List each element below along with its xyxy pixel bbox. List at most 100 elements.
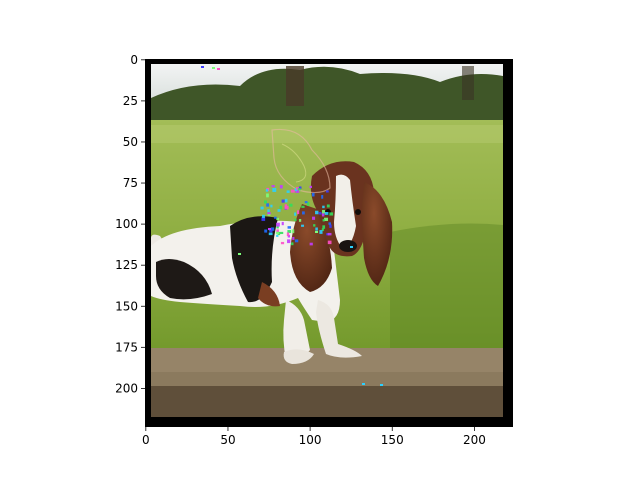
grass-shadow	[390, 223, 503, 350]
noise-speckle	[301, 205, 305, 208]
noise-speckle	[267, 213, 271, 216]
noise-speckle	[276, 217, 279, 221]
grass-band	[151, 125, 503, 143]
noise-speckle	[294, 218, 297, 222]
dog-left-ear	[290, 204, 332, 292]
noise-speckle	[266, 193, 269, 198]
noise-speckle	[238, 253, 241, 255]
tree-line	[151, 66, 503, 128]
noise-speckle	[279, 185, 283, 189]
noise-speckle	[309, 185, 312, 189]
noise-speckle	[315, 231, 318, 233]
noise-speckle	[298, 219, 302, 222]
noise-speckle	[272, 188, 277, 192]
noise-speckle	[326, 204, 330, 208]
noise-speckle	[301, 224, 305, 227]
noise-speckle	[322, 219, 325, 222]
y-tick-label: 150	[115, 299, 138, 313]
noise-speckle	[263, 200, 267, 204]
dog	[151, 161, 393, 364]
y-tick-label: 200	[115, 381, 138, 395]
x-tick-label: 100	[299, 433, 322, 447]
noise-speckle	[284, 205, 289, 210]
noise-speckle	[326, 190, 329, 193]
noise-speckle	[313, 224, 316, 227]
noise-speckle	[266, 203, 270, 207]
noise-speckle	[276, 229, 279, 234]
dog-right-ear	[362, 182, 393, 286]
noise-speckle	[268, 228, 271, 230]
noise-speckle	[297, 188, 301, 191]
noise-speckle	[261, 217, 266, 221]
overlay-speckles	[201, 66, 383, 386]
dog-eye-right	[355, 209, 361, 215]
noise-speckle	[304, 201, 308, 204]
noise-speckle	[315, 227, 318, 231]
noise-speckle	[319, 230, 323, 234]
noise-speckle	[362, 383, 365, 385]
noise-speckle	[286, 190, 290, 193]
tree-trunk	[286, 66, 304, 106]
noise-speckle	[267, 212, 271, 215]
noise-speckle	[296, 210, 300, 215]
noise-speckle	[328, 222, 331, 225]
noise-speckle	[318, 212, 322, 215]
noise-speckle	[287, 230, 291, 234]
noise-speckle	[267, 209, 270, 213]
noise-speckle	[276, 234, 279, 237]
noise-speckle	[279, 205, 282, 210]
noise-speckle	[295, 189, 300, 193]
noise-speckle	[294, 212, 297, 216]
noise-speckle	[271, 185, 275, 188]
noise-speckle	[288, 203, 293, 207]
noise-speckle	[281, 221, 284, 226]
noise-speckle	[212, 67, 215, 69]
x-axis: 0 50 100 150 200	[142, 427, 486, 447]
noise-speckle	[324, 217, 329, 221]
photo-basset-hound	[151, 64, 503, 417]
noise-speckle	[269, 228, 273, 233]
noise-speckle	[327, 240, 332, 245]
noise-speckle	[294, 239, 299, 243]
noise-speckle	[265, 189, 269, 192]
noise-speckle	[292, 236, 295, 240]
noise-speckle	[380, 384, 383, 386]
noise-speckle	[287, 226, 292, 229]
noise-speckle	[324, 211, 329, 215]
overlay-contour	[271, 128, 331, 194]
noise-speckle	[217, 68, 220, 70]
x-tick-label: 0	[142, 433, 150, 447]
noise-speckle	[281, 199, 285, 203]
noise-speckle	[276, 222, 280, 227]
x-tick-label: 200	[463, 433, 486, 447]
noise-speckle	[302, 211, 305, 215]
noise-speckle	[275, 231, 280, 235]
dog-black-patch-rear	[156, 259, 212, 300]
saliency-overlay	[201, 66, 383, 386]
dog-front-leg-right	[316, 300, 362, 358]
noise-speckle	[268, 232, 273, 236]
noise-speckle	[307, 201, 310, 206]
noise-speckle	[260, 206, 264, 210]
y-tick-label: 25	[123, 94, 138, 108]
dog-tan-flank	[258, 282, 280, 307]
y-axis: 0 25 50 75 100 125 150 175 200	[115, 53, 145, 395]
noise-speckle	[277, 209, 281, 212]
y-tick-label: 75	[123, 176, 138, 190]
noise-speckle	[287, 239, 291, 244]
noise-speckle	[322, 225, 326, 229]
noise-speckle	[280, 241, 285, 245]
noise-speckle	[321, 213, 325, 217]
y-tick-label: 175	[115, 340, 138, 354]
noise-speckle	[284, 198, 288, 203]
board-side	[151, 386, 503, 417]
noise-speckle	[322, 209, 326, 214]
noise-speckle	[329, 224, 332, 228]
noise-speckle	[312, 192, 315, 197]
dog-nose	[339, 240, 357, 252]
noise-speckle	[286, 232, 290, 237]
noise-speckle	[315, 210, 319, 215]
noise-speckle	[294, 188, 298, 192]
noise-speckle	[312, 216, 316, 220]
